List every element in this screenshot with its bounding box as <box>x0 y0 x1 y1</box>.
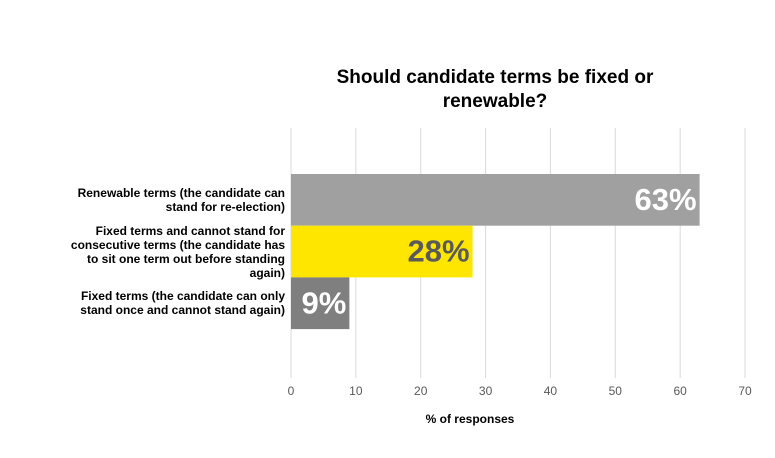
data-label: 9% <box>302 285 347 320</box>
bar <box>291 174 700 226</box>
x-tick-label: 50 <box>609 384 623 398</box>
x-tick-label: 30 <box>479 384 493 398</box>
bar <box>291 225 473 278</box>
x-tick-label: 60 <box>673 384 687 398</box>
x-axis-title: % of responses <box>426 412 515 426</box>
y-tick-label: Renewable terms (the candidate can stand… <box>77 185 285 214</box>
x-tick-label: 70 <box>738 384 752 398</box>
bar <box>291 277 350 330</box>
x-tick-label: 40 <box>544 384 558 398</box>
chart-title: Should candidate terms be fixed or renew… <box>336 67 654 112</box>
data-label: 28% <box>408 234 470 269</box>
data-label: 63% <box>635 182 697 217</box>
x-tick-label: 0 <box>288 384 295 398</box>
x-tick-label: 20 <box>414 384 428 398</box>
x-tick-label: 10 <box>349 384 363 398</box>
y-tick-label: Fixed terms (the candidate can only stan… <box>80 289 285 318</box>
y-tick-label: Fixed terms and cannot stand for consecu… <box>70 223 285 280</box>
